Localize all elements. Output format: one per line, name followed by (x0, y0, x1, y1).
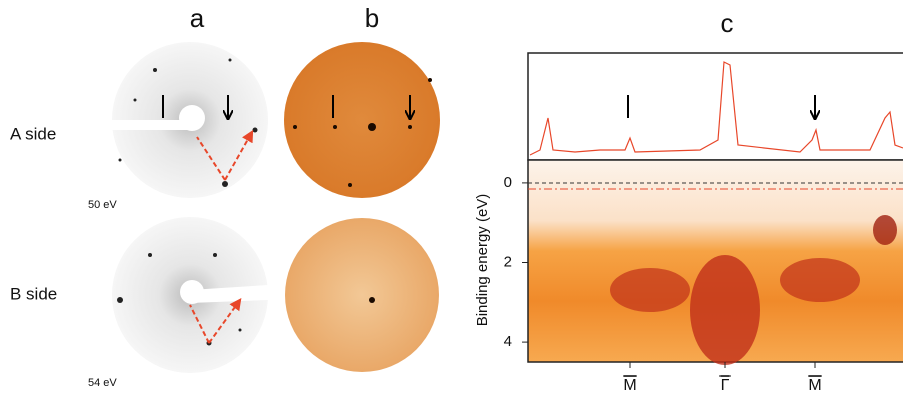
y-tick-label: 2 (504, 253, 512, 270)
photoemission-image (284, 42, 440, 372)
row-label: B side (10, 284, 57, 303)
panel-label: a (190, 3, 205, 33)
arpes-panel (527, 159, 903, 365)
x-tick-label: Γ (721, 377, 730, 394)
leed-image (112, 42, 268, 198)
y-axis-label: Binding energy (eV) (474, 194, 491, 327)
energy-label: 50 eV (88, 199, 117, 211)
row-label: A side (10, 124, 56, 143)
x-tick-label: M (623, 377, 636, 394)
panel-label: c (721, 8, 734, 38)
y-tick-label: 4 (504, 333, 512, 350)
panel-label: b (365, 3, 379, 33)
y-tick-label: 0 (504, 174, 512, 191)
leed-image (112, 217, 268, 373)
x-tick-label: M (808, 377, 821, 394)
mdc-panel (527, 52, 903, 161)
energy-label: 54 eV (88, 377, 117, 389)
